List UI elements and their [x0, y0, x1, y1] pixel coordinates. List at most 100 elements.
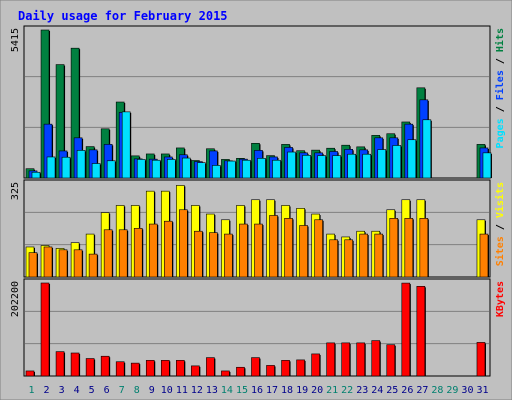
bar-pages-day-20 [317, 155, 326, 179]
bar-kbytes-day-27 [416, 286, 426, 377]
x-tick-label: 19 [296, 385, 308, 396]
bar-pages-day-12 [197, 162, 206, 179]
panel-pages-ymax-label: 5415 [10, 28, 21, 52]
bar-sites-day-5 [88, 253, 98, 278]
legend-hits: Hits [494, 28, 506, 52]
bar-kbytes-day-26 [401, 282, 411, 377]
x-tick-label: 14 [221, 385, 233, 396]
x-tick-label: 10 [161, 385, 173, 396]
legend-sites: Sites [494, 236, 506, 266]
x-tick-label: 25 [386, 385, 398, 396]
panel-kbytes-ymax-label: 202200 [10, 281, 21, 317]
bar-sites-day-6 [103, 229, 113, 278]
x-tick-label: 16 [251, 385, 263, 396]
bar-sites-day-3 [58, 249, 68, 278]
bar-pages-day-8 [136, 159, 146, 179]
bar-pages-day-21 [332, 155, 341, 179]
bar-kbytes-day-22 [341, 342, 350, 377]
x-tick-label: 18 [281, 385, 293, 396]
x-tick-label: 5 [89, 385, 95, 396]
bar-kbytes-day-23 [356, 342, 366, 377]
bar-kbytes-day-1 [25, 370, 35, 377]
bar-sites-day-19 [299, 225, 308, 278]
x-tick-label: 20 [311, 385, 323, 396]
bar-sites-day-26 [404, 218, 414, 278]
bar-pages-day-16 [257, 158, 266, 179]
bar-kbytes-day-6 [100, 355, 110, 377]
bar-pages-day-13 [212, 165, 221, 179]
bar-kbytes-day-18 [281, 360, 290, 377]
legend-separator: / [495, 218, 506, 236]
x-tick-label: 6 [104, 385, 110, 396]
bar-pages-day-26 [407, 139, 417, 179]
bar-sites-day-4 [73, 249, 83, 278]
bar-pages-day-27 [422, 119, 432, 179]
bar-sites-day-20 [314, 219, 323, 278]
bar-sites-day-31 [479, 233, 489, 278]
bar-sites-day-2 [43, 246, 53, 278]
bar-kbytes-day-17 [266, 365, 275, 377]
bar-sites-day-14 [224, 233, 233, 278]
legend-visits: Visits [494, 182, 506, 218]
x-tick-label: 26 [401, 385, 413, 396]
x-tick-label: 22 [341, 385, 353, 396]
panel-pages-legend: Pages / Files / Hits [494, 28, 506, 148]
bar-sites-day-18 [284, 218, 293, 278]
x-tick-label: 3 [59, 385, 65, 396]
bar-kbytes-day-8 [130, 362, 140, 377]
bar-pages-day-1 [31, 171, 41, 179]
bar-sites-day-21 [329, 239, 338, 278]
x-tick-label: 24 [371, 385, 383, 396]
bar-pages-day-2 [46, 156, 56, 179]
bar-pages-day-5 [91, 163, 101, 179]
bar-sites-day-9 [148, 223, 158, 278]
x-tick-label: 29 [446, 385, 458, 396]
bar-sites-day-13 [209, 232, 218, 278]
bar-pages-day-17 [272, 159, 281, 179]
bar-kbytes-day-14 [221, 370, 230, 377]
bar-kbytes-day-9 [145, 360, 155, 377]
bar-kbytes-day-13 [206, 357, 215, 377]
legend-separator: / [495, 52, 506, 70]
bar-sites-day-24 [374, 233, 384, 278]
panel-visits-legend: Sites / Visits [494, 182, 506, 266]
bar-pages-day-23 [362, 153, 372, 179]
bar-kbytes-day-25 [386, 344, 396, 377]
x-tick-label: 11 [176, 385, 188, 396]
x-tick-label: 8 [134, 385, 140, 396]
bar-kbytes-day-12 [191, 365, 200, 377]
x-tick-label: 27 [416, 385, 428, 396]
bar-pages-day-3 [61, 156, 71, 179]
x-tick-label: 1 [29, 385, 35, 396]
chart-title: Daily usage for February 2015 [18, 9, 228, 23]
bar-kbytes-day-31 [476, 342, 486, 377]
bar-kbytes-day-2 [40, 282, 50, 377]
bar-sites-day-17 [269, 215, 278, 278]
bar-pages-day-18 [287, 151, 296, 179]
legend-pages: Pages [495, 118, 506, 148]
bar-kbytes-day-19 [296, 359, 305, 377]
bar-sites-day-23 [359, 233, 369, 278]
bar-pages-day-15 [242, 159, 251, 179]
legend-kbytes: KBytes [495, 281, 506, 317]
x-tick-label: 30 [461, 385, 473, 396]
bar-sites-day-11 [179, 209, 188, 278]
bar-sites-day-10 [163, 220, 173, 278]
bar-sites-day-12 [194, 230, 203, 278]
bar-pages-day-9 [151, 159, 161, 179]
bar-kbytes-day-4 [70, 352, 80, 377]
legend-files: Files [494, 70, 506, 100]
bar-pages-day-24 [377, 149, 387, 179]
bar-sites-day-27 [419, 218, 429, 278]
bar-kbytes-day-24 [371, 340, 381, 377]
bar-sites-day-25 [389, 218, 399, 278]
x-tick-label: 12 [191, 385, 203, 396]
bar-pages-day-4 [76, 150, 86, 179]
bar-pages-day-11 [182, 157, 191, 179]
bar-kbytes-day-21 [326, 342, 335, 377]
legend-separator: / [495, 100, 506, 118]
bar-kbytes-day-16 [251, 357, 260, 377]
bar-kbytes-day-7 [115, 361, 125, 377]
